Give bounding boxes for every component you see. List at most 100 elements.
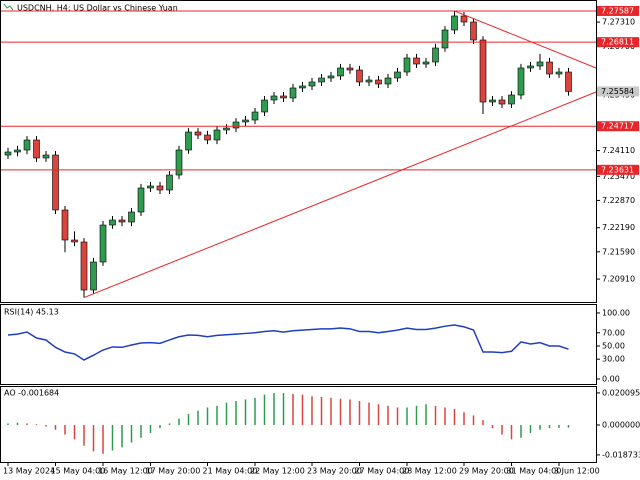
candle-body xyxy=(280,95,287,99)
x-tick-label: 22 May 12:00 xyxy=(250,467,305,476)
candle-body xyxy=(413,57,420,65)
rsi-line xyxy=(7,324,569,361)
candle-body xyxy=(223,127,230,131)
level-label: 7.24717 xyxy=(601,122,634,131)
level-label: 7.26811 xyxy=(601,38,634,47)
x-tick-label: 3 Jun 12:00 xyxy=(554,467,600,476)
y-tick-label: 100.00 xyxy=(602,308,630,317)
candle-body xyxy=(470,21,477,41)
x-tick-label: 21 May 04:00 xyxy=(203,467,258,476)
candle-body xyxy=(80,241,88,291)
trendline xyxy=(454,10,597,69)
candle-body xyxy=(242,119,249,123)
candle-body xyxy=(99,224,107,263)
candle-body xyxy=(52,154,59,211)
candle-body xyxy=(118,219,126,223)
candle-body xyxy=(308,81,316,87)
candle-body xyxy=(71,239,78,243)
candle-body xyxy=(14,149,21,153)
candle-body xyxy=(403,57,411,73)
candle-body xyxy=(394,71,401,79)
level-label: 7.27587 xyxy=(601,6,634,15)
candle-body xyxy=(565,71,572,92)
x-tick-label: 15 May 04:00 xyxy=(51,467,106,476)
candle-body xyxy=(365,79,373,83)
x-tick-label: 23 May 20:00 xyxy=(307,467,362,476)
candle-body xyxy=(194,131,202,136)
candle-body xyxy=(508,94,515,105)
candle-body xyxy=(318,77,325,83)
candle-body xyxy=(232,121,240,129)
x-tick-label: 28 May 12:00 xyxy=(402,467,457,476)
candle-body xyxy=(128,211,135,223)
price-panel xyxy=(0,0,597,303)
y-tick-label: 7.20910 xyxy=(602,275,635,284)
y-tick-label: 7.21590 xyxy=(602,247,635,256)
candle-body xyxy=(489,99,496,103)
candle-body xyxy=(166,174,173,191)
candle-body xyxy=(185,131,192,151)
candle-body xyxy=(289,87,297,99)
ao-title: AO -0.001684 xyxy=(4,389,59,398)
candle-body xyxy=(261,99,268,113)
candle-body xyxy=(356,69,363,83)
candle-body xyxy=(460,15,468,23)
level-tag xyxy=(597,121,639,132)
y-tick-label: 7.24110 xyxy=(602,146,635,155)
rsi-title: RSI(14) 45.13 xyxy=(4,308,59,317)
candle-body xyxy=(137,187,145,213)
x-tick-label: 29 May 20:00 xyxy=(459,467,514,476)
candle-body xyxy=(156,185,164,191)
chart-icon xyxy=(3,3,14,11)
chart-title: USDCNH, H4: US Dollar vs Chinese Yuan xyxy=(17,4,178,13)
candle-body xyxy=(213,129,221,141)
candle-body xyxy=(23,139,31,151)
candle-body xyxy=(4,151,12,156)
candle-body xyxy=(451,15,458,31)
y-tick-label: 0.00 xyxy=(602,374,620,383)
candle-body xyxy=(346,67,354,71)
x-tick-label: 27 May 04:00 xyxy=(355,467,410,476)
level-tag xyxy=(597,37,639,48)
candle-body xyxy=(527,65,534,69)
x-tick-label: 13 May 2024 xyxy=(3,467,55,476)
candle-body xyxy=(42,154,50,159)
candle-body xyxy=(147,185,154,189)
rsi-panel xyxy=(0,304,597,385)
candle-body xyxy=(498,99,506,105)
y-tick-label: 50.00 xyxy=(602,341,625,350)
y-tick-label: 7.22190 xyxy=(602,223,635,232)
y-tick-label: 7.27310 xyxy=(602,18,635,27)
candle-body xyxy=(384,77,392,85)
candle-body xyxy=(555,71,563,75)
x-tick-label: 17 May 20:00 xyxy=(146,467,201,476)
y-tick-label: 0.020095 xyxy=(602,388,640,397)
y-tick-label: 30.00 xyxy=(602,355,625,364)
candle-body xyxy=(270,95,278,101)
candle-body xyxy=(441,29,449,49)
y-tick-label: 0.000000 xyxy=(602,420,640,429)
candle-body xyxy=(479,39,487,103)
y-tick-label: -0.018733 xyxy=(602,450,640,459)
candle-body xyxy=(204,134,211,141)
price-tag xyxy=(597,86,639,97)
candle-body xyxy=(517,67,525,96)
x-tick-label: 31 May 04:00 xyxy=(507,467,562,476)
candle-body xyxy=(251,111,259,121)
candle-body xyxy=(546,61,553,75)
candle-body xyxy=(375,79,382,85)
x-tick-label: 16 May 12:00 xyxy=(98,467,153,476)
candle-body xyxy=(422,61,430,65)
level-label: 7.23631 xyxy=(601,165,634,174)
candle-body xyxy=(33,139,40,159)
candle-body xyxy=(90,261,97,291)
candle-body xyxy=(536,61,544,67)
price-label: 7.25584 xyxy=(601,87,634,96)
y-tick-label: 7.22870 xyxy=(602,196,635,205)
candle-body xyxy=(61,209,69,241)
level-tag xyxy=(597,164,639,175)
level-tag xyxy=(597,5,639,16)
candle-body xyxy=(175,149,183,176)
